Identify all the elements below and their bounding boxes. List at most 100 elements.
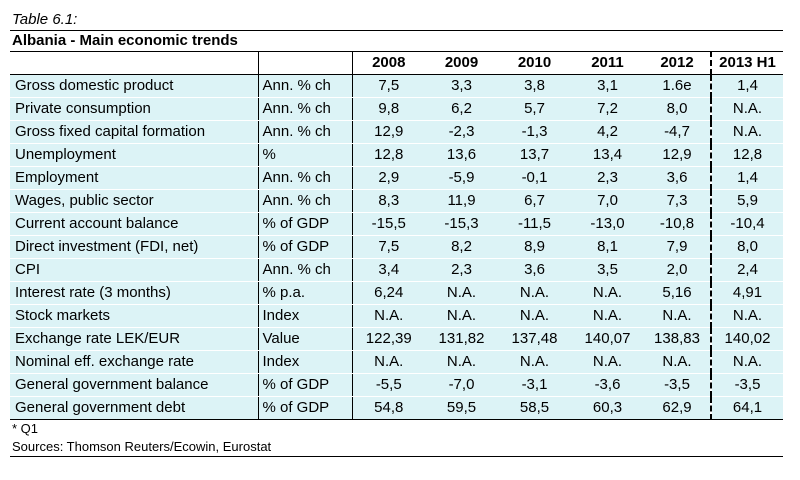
row-unit: Ann. % ch bbox=[258, 120, 353, 144]
row-value: 7,3 bbox=[644, 189, 711, 213]
row-indicator: CPI bbox=[10, 258, 259, 282]
row-value: N.A. bbox=[710, 350, 783, 374]
row-value: 2,0 bbox=[644, 258, 711, 282]
row-value: 7,2 bbox=[571, 97, 644, 121]
row-value: 6,7 bbox=[498, 189, 571, 213]
column-header: 2013 H1 bbox=[710, 51, 783, 75]
row-indicator: General government debt bbox=[10, 396, 259, 420]
row-value: 2,4 bbox=[710, 258, 783, 282]
table-row: Interest rate (3 months)% p.a. 6,24 N.A. N.… bbox=[10, 281, 783, 305]
row-unit: % p.a. bbox=[258, 281, 353, 305]
table-row: Gross fixed capital formation Ann. % ch 12… bbox=[10, 120, 783, 144]
row-value: 3,6 bbox=[644, 166, 711, 190]
row-value: 12,8 bbox=[352, 143, 425, 167]
table-caption: Table 6.1: bbox=[12, 11, 78, 28]
row-value: 6,24 bbox=[352, 281, 425, 305]
column-header: 2008 bbox=[352, 51, 425, 75]
row-value: 4,91 bbox=[710, 281, 783, 305]
row-value: 137,48 bbox=[498, 327, 571, 351]
header-unit-blank bbox=[258, 51, 353, 75]
row-value: N.A. bbox=[644, 350, 711, 374]
table-row: Wages, public sector Ann. % ch 8,3 11,9 6,7 7… bbox=[10, 189, 783, 213]
row-indicator: Unemployment bbox=[10, 143, 259, 167]
row-value: 54,8 bbox=[352, 396, 425, 420]
row-unit: Index bbox=[258, 304, 353, 328]
row-value: N.A. bbox=[710, 304, 783, 328]
column-header: 2012 bbox=[644, 51, 711, 75]
column-header: 2010 bbox=[498, 51, 571, 75]
row-value: -3,5 bbox=[710, 373, 783, 397]
row-value: -10,4 bbox=[710, 212, 783, 236]
row-value: -7,0 bbox=[425, 373, 498, 397]
table-row: CPI Ann. % ch 3,4 2,3 3,6 3,5 2,0 2,4 bbox=[10, 258, 783, 282]
row-value: -0,1 bbox=[498, 166, 571, 190]
table-row: Private consumption Ann. % ch 9,8 6,2 5,7 7,2… bbox=[10, 97, 783, 121]
row-indicator: Wages, public sector bbox=[10, 189, 259, 213]
row-indicator: Gross domestic product bbox=[10, 74, 259, 98]
row-value: N.A. bbox=[425, 350, 498, 374]
row-indicator: Direct investment (FDI, net) bbox=[10, 235, 259, 259]
row-unit: Index bbox=[258, 350, 353, 374]
row-indicator: Interest rate (3 months) bbox=[10, 281, 259, 305]
row-value: N.A. bbox=[425, 281, 498, 305]
row-value: N.A. bbox=[571, 350, 644, 374]
table-row: Stock markets Index N.A. N.A. N.A. N.A. N.A. N.… bbox=[10, 304, 783, 328]
row-value: -15,5 bbox=[352, 212, 425, 236]
row-value: 13,6 bbox=[425, 143, 498, 167]
row-value: 7,5 bbox=[352, 235, 425, 259]
row-value: 11,9 bbox=[425, 189, 498, 213]
table-row: General government debt% of GDP 54,8 59,5 5… bbox=[10, 396, 783, 420]
row-value: 4,2 bbox=[571, 120, 644, 144]
table-row: Current account balance% of GDP -15,5 -15,… bbox=[10, 212, 783, 236]
row-indicator: Current account balance bbox=[10, 212, 259, 236]
row-value: 8,2 bbox=[425, 235, 498, 259]
row-value: N.A. bbox=[710, 97, 783, 121]
row-value: N.A. bbox=[498, 281, 571, 305]
row-unit: % of GDP bbox=[258, 212, 353, 236]
row-value: -5,5 bbox=[352, 373, 425, 397]
row-value: 131,82 bbox=[425, 327, 498, 351]
column-header: 2009 bbox=[425, 51, 498, 75]
row-unit: Ann. % ch bbox=[258, 189, 353, 213]
table-row: General government balance% of GDP -5,5 -7… bbox=[10, 373, 783, 397]
row-value: N.A. bbox=[498, 350, 571, 374]
row-value: 3,3 bbox=[425, 74, 498, 98]
row-value: 60,3 bbox=[571, 396, 644, 420]
row-unit: % bbox=[258, 143, 353, 167]
row-value: 7,0 bbox=[571, 189, 644, 213]
table-row: Gross domestic product Ann. % ch 7,5 3,3 3,8… bbox=[10, 74, 783, 98]
header-row: 2008 2009 2010 2011 2012 2013 H1 bbox=[10, 51, 783, 75]
header-indicator-blank bbox=[10, 51, 259, 75]
row-value: 1.6e bbox=[644, 74, 711, 98]
row-value: 6,2 bbox=[425, 97, 498, 121]
row-value: N.A. bbox=[571, 304, 644, 328]
row-indicator: Nominal eff. exchange rate bbox=[10, 350, 259, 374]
column-header: 2011 bbox=[571, 51, 644, 75]
table-container: Table 6.1: Albania - Main economic trend… bbox=[10, 10, 783, 457]
row-value: 140,07 bbox=[571, 327, 644, 351]
row-value: N.A. bbox=[498, 304, 571, 328]
row-value: 7,9 bbox=[644, 235, 711, 259]
row-value: 2,3 bbox=[571, 166, 644, 190]
row-value: 8,3 bbox=[352, 189, 425, 213]
row-value: 7,5 bbox=[352, 74, 425, 98]
row-value: -10,8 bbox=[644, 212, 711, 236]
row-unit: % of GDP bbox=[258, 235, 353, 259]
row-indicator: Exchange rate LEK/EUR bbox=[10, 327, 259, 351]
row-value: 64,1 bbox=[710, 396, 783, 420]
table-body: Gross domestic product Ann. % ch 7,5 3,3 3,8… bbox=[10, 74, 783, 420]
row-unit: Ann. % ch bbox=[258, 74, 353, 98]
row-value: 5,16 bbox=[644, 281, 711, 305]
row-unit: % of GDP bbox=[258, 396, 353, 420]
row-value: 12,8 bbox=[710, 143, 783, 167]
row-unit: Value bbox=[258, 327, 353, 351]
row-value: 3,4 bbox=[352, 258, 425, 282]
row-value: -3,5 bbox=[644, 373, 711, 397]
table-row: Unemployment% 12,8 13,6 13,7 13,4 12,9 12,8 bbox=[10, 143, 783, 167]
row-value: 8,0 bbox=[644, 97, 711, 121]
row-value: 1,4 bbox=[710, 74, 783, 98]
row-unit: Ann. % ch bbox=[258, 166, 353, 190]
row-value: -3,1 bbox=[498, 373, 571, 397]
row-value: 1,4 bbox=[710, 166, 783, 190]
row-value: -5,9 bbox=[425, 166, 498, 190]
